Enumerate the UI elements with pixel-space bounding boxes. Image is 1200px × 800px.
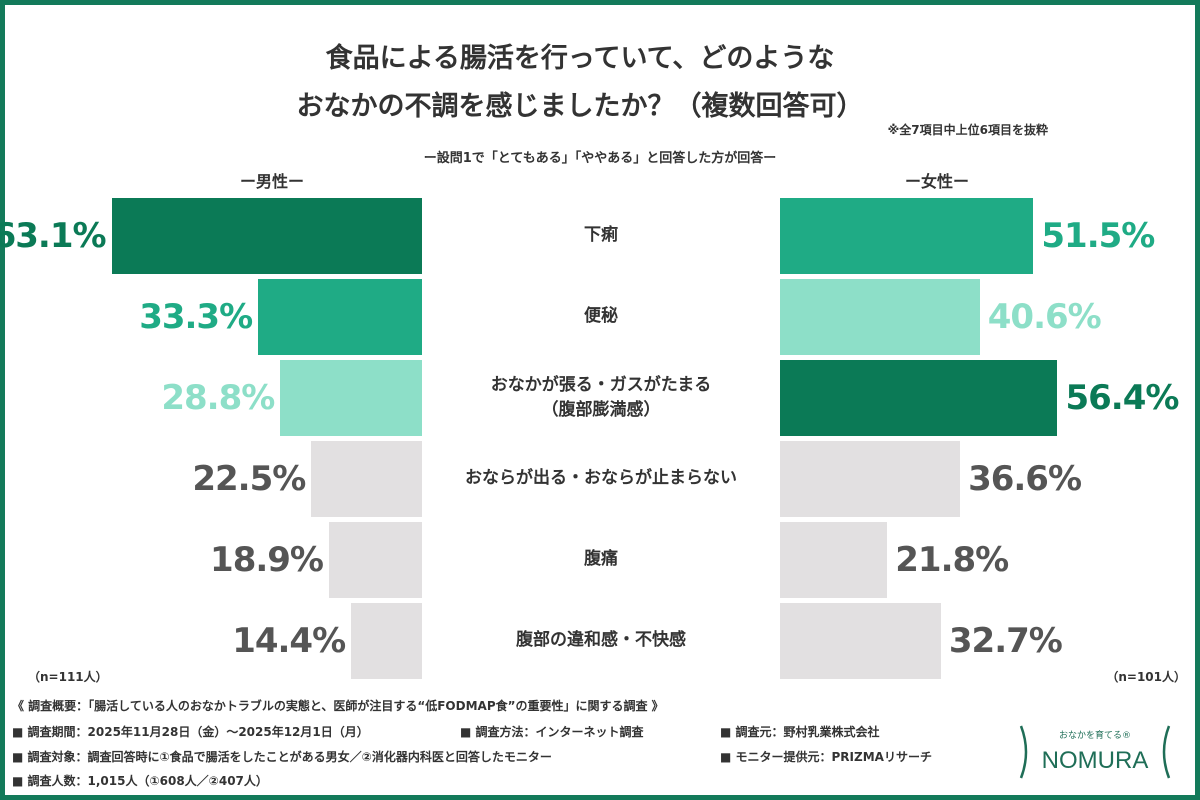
female-header: ー女性ー (905, 172, 970, 191)
footer-source: ■ 調査元：野村乳業株式会社 (720, 725, 880, 739)
female-bar (780, 603, 941, 679)
category-label: おなかが張る・ガスがたまる （腹部膨満感） (490, 374, 712, 421)
male-bar (311, 441, 422, 517)
category-label: おならが出る・おならが止まらない (465, 468, 737, 489)
female-value-label: 56.4% (1065, 378, 1179, 418)
female-bar (780, 198, 1034, 274)
footer-method: ■ 調査方法：インターネット調査 (460, 725, 644, 739)
chart-title-line1: 食品による腸活を行っていて、どのような (325, 43, 835, 74)
male-bar (329, 522, 422, 598)
male-value-label: 14.4% (232, 621, 346, 661)
footer-overview: 《 調査概要：「腸活している人のおなかトラブルの実態と、医師が注目する“低FOD… (12, 699, 664, 713)
male-value-label: 18.9% (210, 540, 324, 580)
male-value-label: 33.3% (139, 297, 253, 337)
female-value-label: 32.7% (948, 621, 1063, 661)
male-bar (280, 360, 422, 436)
male-bar (258, 279, 422, 355)
female-value-label: 51.5% (1041, 216, 1155, 256)
subtitle: ー設問1で「とてもある」「ややある」と回答した方が回答ー (423, 151, 777, 166)
female-n: （n=101人） (1106, 670, 1186, 684)
male-value-label: 63.1% (0, 216, 107, 256)
female-value-label: 36.6% (968, 459, 1082, 499)
male-value-label: 22.5% (192, 459, 306, 499)
svg-text:おなかを育てる®: おなかを育てる® (1059, 729, 1131, 741)
female-bar (780, 522, 888, 598)
category-label: 腹部の違和感・不快感 (516, 630, 686, 651)
category-label: 下痢 (584, 225, 618, 246)
male-bar (351, 603, 422, 679)
female-bar (780, 279, 980, 355)
note: ※全7項目中上位6項目を抜粋 (887, 123, 1048, 137)
male-header: ー男性ー (240, 172, 305, 191)
footer-provider: ■ モニター提供元：PRIZMAリサーチ (720, 750, 932, 764)
footer-target: ■ 調査対象：調査回答時に①食品で腸活をしたことがある男女／②消化器内科医と回答… (12, 750, 552, 764)
female-value-label: 40.6% (987, 297, 1102, 337)
svg-text:NOMURA: NOMURA (1042, 747, 1149, 774)
category-label: 腹痛 (584, 549, 618, 570)
footer-count: ■ 調査人数：1,015人（①608人／②407人） (12, 774, 268, 788)
female-bar (780, 360, 1058, 436)
male-bar (111, 198, 422, 274)
category-label: 便秘 (584, 306, 618, 327)
male-value-label: 28.8% (161, 378, 275, 418)
footer-period: ■ 調査期間：2025年11月28日（金）～2025年12月1日（月） (12, 725, 369, 739)
female-value-label: 21.8% (895, 540, 1009, 580)
nomura-logo: おなかを育てる® NOMURA (1015, 722, 1175, 782)
female-bar (780, 441, 961, 517)
male-n: （n=111人） (28, 670, 108, 684)
chart-title-line2: おなかの不調を感じましたか？（複数回答可） (296, 91, 864, 122)
